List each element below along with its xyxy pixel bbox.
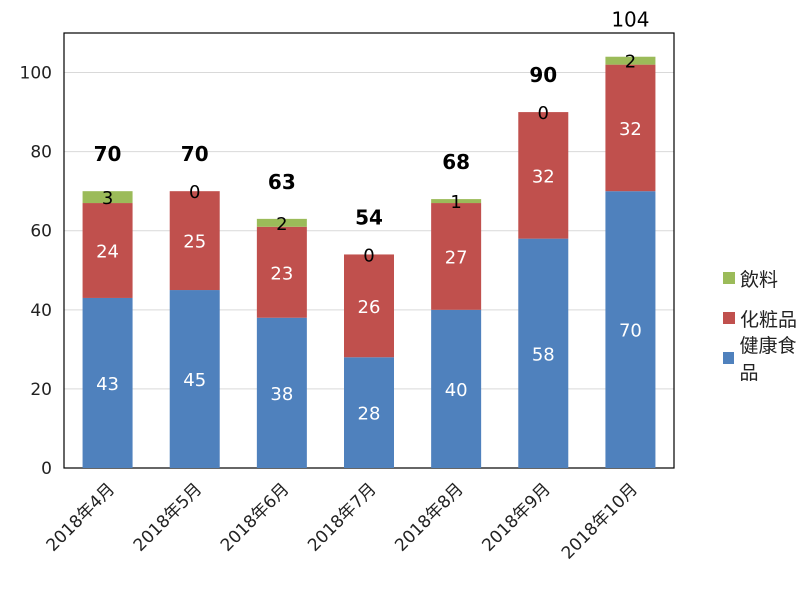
bar-segment	[605, 56, 656, 65]
legend-item-drinks: 飲料	[723, 258, 812, 298]
legend-swatch-cosmetics	[723, 312, 735, 324]
x-tick-label: 2018年9月	[478, 479, 554, 555]
bar-segment	[605, 191, 656, 468]
bar-segment	[431, 309, 482, 468]
legend-label-health-food: 健康食品	[739, 335, 797, 384]
data-label: 43	[96, 374, 119, 395]
bar-segment	[518, 112, 569, 239]
data-label: 0	[363, 245, 374, 266]
bar-segment	[431, 203, 482, 310]
y-tick-label: 0	[41, 459, 52, 479]
legend-swatch-drinks	[723, 272, 735, 284]
x-tick-label: 2018年7月	[304, 479, 380, 555]
total-label: 63	[268, 170, 296, 194]
bar-segment	[605, 64, 656, 192]
bar-segment	[82, 191, 133, 204]
data-label: 38	[270, 384, 293, 405]
bar-segment	[518, 238, 569, 468]
total-label: 54	[355, 205, 383, 229]
data-label: 70	[619, 321, 642, 342]
data-label: 28	[358, 404, 381, 425]
data-label: 25	[183, 232, 206, 253]
x-tick-label: 2018年5月	[130, 479, 206, 555]
bar-segment	[82, 203, 133, 298]
total-label: 70	[181, 142, 209, 166]
total-label: 70	[94, 142, 122, 166]
x-tick-label: 2018年4月	[43, 479, 119, 555]
legend-item-cosmetics: 化粧品	[723, 298, 812, 338]
y-tick-label: 100	[20, 64, 52, 84]
total-label: 68	[442, 150, 470, 174]
data-label: 0	[189, 182, 200, 203]
legend-item-health-food: 健康食品	[723, 335, 812, 384]
y-tick-label: 20	[30, 380, 52, 400]
y-tick-label: 60	[30, 222, 52, 242]
legend-swatch-health-food	[723, 352, 735, 364]
data-label: 58	[532, 344, 555, 365]
data-label: 24	[96, 242, 119, 263]
bar-segment	[344, 254, 394, 358]
data-label: 1	[450, 192, 461, 213]
y-tick-label: 40	[30, 301, 52, 321]
total-label: 90	[529, 63, 557, 87]
data-label: 27	[445, 247, 468, 268]
x-tick-label: 2018年8月	[391, 479, 467, 555]
legend-label-drinks: 飲料	[740, 268, 779, 291]
data-label: 23	[270, 263, 293, 284]
x-tick-label: 2018年6月	[217, 479, 293, 555]
data-label: 40	[445, 380, 468, 401]
data-label: 45	[183, 370, 206, 391]
legend: 飲料 化粧品 健康食品	[723, 258, 812, 384]
data-label: 26	[358, 297, 381, 318]
data-label: 0	[538, 103, 549, 124]
data-label: 32	[532, 166, 555, 187]
data-label: 2	[625, 52, 636, 73]
legend-label-cosmetics: 化粧品	[740, 308, 798, 331]
data-label: 3	[102, 188, 113, 209]
bar-segment	[256, 218, 307, 227]
bar-segment	[344, 357, 394, 468]
total-label: 104	[611, 8, 649, 32]
x-tick-label: 2018年10月	[558, 479, 642, 563]
y-tick-label: 80	[30, 143, 52, 163]
bar-segment	[169, 191, 220, 291]
data-label: 32	[619, 119, 642, 140]
bar-segment	[256, 226, 307, 318]
data-label: 2	[276, 214, 287, 235]
bar-segment	[82, 297, 133, 468]
bar-segment	[431, 199, 482, 204]
bar-segment	[169, 290, 220, 468]
bar-segment	[256, 317, 307, 468]
